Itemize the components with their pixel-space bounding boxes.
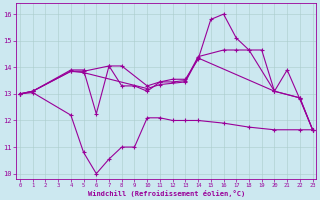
X-axis label: Windchill (Refroidissement éolien,°C): Windchill (Refroidissement éolien,°C) — [88, 190, 245, 197]
